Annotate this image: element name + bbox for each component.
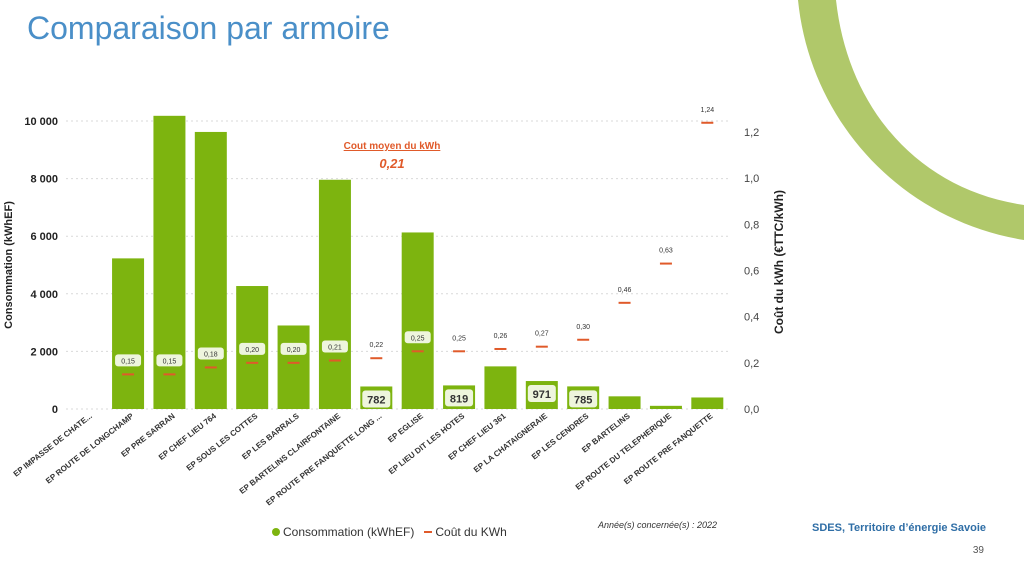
legend-item-cost: Coût du KWh — [424, 525, 507, 539]
y2-axis-title: Coût du kWh (€TTC/kWh) — [772, 190, 786, 334]
x-tick-label: EP LA CHATAIGNERAIE — [472, 411, 550, 474]
bar — [401, 232, 434, 409]
y-tick-label: 4 000 — [30, 289, 58, 301]
y2-tick-label: 0,2 — [744, 358, 759, 370]
y-tick-label: 8 000 — [30, 174, 58, 186]
slide-number: 39 — [972, 545, 984, 556]
y-tick-label: 6 000 — [30, 231, 58, 243]
x-tick-label: EP SOUS LES COTTES — [185, 411, 260, 473]
cost-label-box — [197, 347, 224, 360]
average-cost-value: 0,21 — [379, 156, 404, 171]
bar — [484, 366, 517, 409]
bar-data-label: 782 — [367, 394, 385, 406]
y-tick-label: 0 — [52, 404, 58, 416]
x-tick-label: EP IMPASSE DE CHATE... — [12, 411, 94, 478]
y-tick-label: 2 000 — [30, 346, 58, 358]
cost-data-label: 0,26 — [494, 333, 508, 340]
cost-data-label: 1,24 — [701, 107, 715, 114]
legend-swatch-cost — [424, 531, 433, 533]
bar — [318, 179, 351, 409]
y2-tick-label: 0,0 — [744, 404, 759, 416]
arc-shape — [798, 0, 1024, 240]
bar-data-label: 819 — [450, 393, 468, 405]
bar — [194, 131, 227, 409]
cost-data-label: 0,27 — [535, 331, 549, 338]
y2-tick-label: 1,2 — [744, 127, 759, 139]
x-tick-label: EP LIEU DIT LES HOTES — [387, 411, 467, 476]
x-tick-label: EP EGLISE — [386, 411, 425, 444]
y2-tick-label: 1,0 — [744, 173, 759, 185]
cost-label-box — [156, 354, 183, 367]
legend-swatch-consumption — [272, 528, 280, 536]
cost-data-label: 0,21 — [328, 345, 342, 352]
cost-label-box — [115, 354, 142, 367]
legend-label-consumption: Consommation (kWhEF) — [283, 525, 415, 539]
chart-legend: Consommation (kWhEF) Coût du KWh — [272, 525, 507, 539]
bar — [649, 405, 682, 409]
y-tick-label: 10 000 — [24, 116, 58, 128]
bar — [112, 258, 145, 409]
bar — [691, 397, 724, 409]
y-axis-title: Consommation (kWhEF) — [3, 201, 15, 329]
cost-data-label: 0,30 — [576, 324, 590, 331]
bar-data-label: 785 — [574, 394, 592, 406]
bar-data-label: 971 — [533, 389, 551, 401]
x-tick-label: EP ROUTE PRE FANQUETTE — [622, 411, 715, 486]
average-cost-title: Cout moyen du kWh — [344, 141, 441, 152]
cost-data-label: 0,25 — [452, 335, 466, 342]
y2-tick-label: 0,8 — [744, 219, 759, 231]
cost-data-label: 0,15 — [163, 358, 177, 365]
x-tick-label: EP ROUTE DE LONGCHAMP — [44, 411, 136, 485]
cost-data-label: 0,18 — [204, 351, 218, 358]
bar-label-box — [569, 390, 598, 408]
cost-data-label: 0,46 — [618, 287, 632, 294]
cost-data-label: 0,25 — [411, 335, 425, 342]
legend-label-cost: Coût du KWh — [435, 525, 507, 539]
legend-item-consumption: Consommation (kWhEF) — [272, 525, 414, 539]
bar-label-box — [445, 389, 474, 407]
cost-data-label: 0,22 — [370, 342, 384, 349]
cost-data-label: 0,63 — [659, 248, 673, 255]
cost-data-label: 0,20 — [245, 347, 259, 354]
cost-label-box — [321, 340, 348, 353]
bar-label-box — [362, 390, 391, 408]
cost-data-label: 0,15 — [121, 358, 135, 365]
bar-label-box — [527, 385, 556, 403]
cost-label-box — [280, 342, 307, 355]
y2-tick-label: 0,6 — [744, 266, 759, 278]
year-note: Année(s) concernée(s) : 2022 — [598, 520, 718, 530]
cost-label-box — [404, 331, 431, 344]
y2-tick-label: 0,4 — [744, 312, 759, 324]
organization-name: SDES, Territoire d’énergie Savoie — [812, 522, 987, 534]
cost-data-label: 0,20 — [287, 347, 301, 354]
cost-label-box — [239, 342, 266, 355]
bar — [277, 325, 310, 409]
page-title: Comparaison par armoire — [27, 10, 390, 46]
bar — [608, 396, 641, 409]
